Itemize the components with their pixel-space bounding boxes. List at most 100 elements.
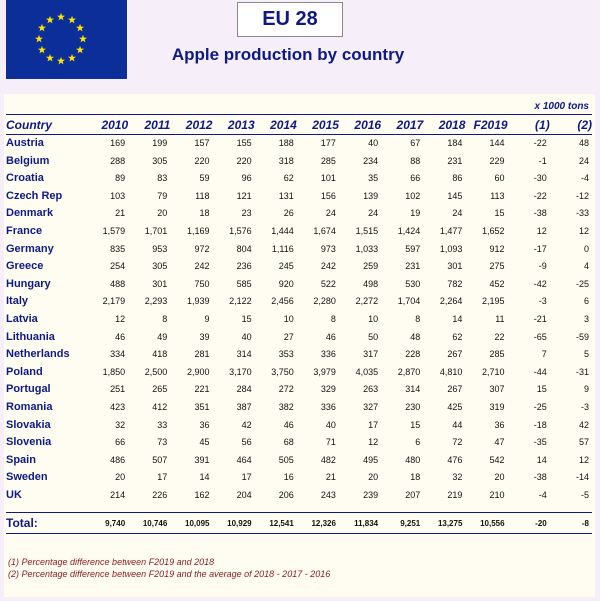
value-cell: 156 [320,190,336,201]
value-cell: -3 [580,401,589,412]
value-cell: 267 [447,384,463,395]
column-header: 2018 [423,114,466,135]
value-cell: 14 [452,313,463,324]
value-cell: 16 [283,472,294,483]
header-row: Country 2010 2011 2012 2013 2014 2015 2016 2017 2… [6,114,592,135]
value-cell: 412 [152,401,168,412]
flag-star-icon [57,56,65,65]
value-cell: 36 [494,419,505,430]
country-cell: France [6,224,43,237]
value-cell: 9 [204,313,210,324]
value-cell: 1,939 [186,296,210,307]
page-subtitle: Apple production by country [0,45,600,65]
value-cell: 1,093 [439,243,463,254]
value-cell: 17 [157,472,168,483]
country-cell: Belgium [6,154,50,167]
value-cell: 33 [157,419,168,430]
value-cell: 1,576 [229,225,252,236]
total-cell: -20 [507,512,550,535]
table-row: UK 214 226 162 204 206 243 239 207 219 210 -4 -5 [6,487,592,505]
value-cell: 317 [363,349,379,360]
value-cell: 9 [583,384,589,395]
value-cell: 284 [236,384,252,395]
value-cell: 476 [447,454,463,465]
country-cell: Latvia [6,312,38,325]
value-cell: 12 [115,313,126,324]
value-cell: 57 [578,437,589,448]
table-row: Spain 486 507 391 464 505 482 495 480 476 542 14 12 [6,452,592,470]
table-row: Austria 169 199 157 155 188 177 40 67 184 144 -22 48 [6,135,592,153]
table-row: France 1,579 1,701 1,169 1,576 1,444 1,674 1,51… [6,223,592,241]
total-cell: 10,556 [465,512,508,535]
value-cell: 351 [194,401,210,412]
eu-flag-icon [6,0,127,79]
column-header: (2) [549,114,592,135]
value-cell: 19 [410,208,421,219]
value-cell: 24 [325,208,336,219]
value-cell: 482 [320,454,336,465]
value-cell: 71 [325,437,336,448]
value-cell: 2,456 [271,296,294,307]
value-cell: 327 [363,401,379,412]
table-row: Sweden 20 17 14 17 16 21 20 18 32 20 -38 -14 [6,469,592,487]
value-cell: 66 [115,437,126,448]
value-cell: 452 [489,278,505,289]
value-cell: -38 [533,472,547,483]
value-cell: 498 [363,278,379,289]
table-row: Poland 1,850 2,500 2,900 3,170 3,750 3,979 4,03… [6,364,592,382]
value-cell: 214 [110,489,126,500]
flag-star-icon [79,34,87,43]
value-cell: 113 [490,190,505,201]
value-cell: 387 [236,401,252,412]
value-cell: 24 [578,155,589,166]
value-cell: 2,264 [439,296,463,307]
table-panel: x 1000 tons Country 2010 2011 2012 2013 2014 2… [4,94,595,597]
value-cell: 32 [115,419,126,430]
value-cell: 12 [536,225,547,236]
table-row: Romania 423 412 351 387 382 336 327 230 425 319 -25… [6,399,592,417]
table-row: Latvia 12 8 9 15 10 8 10 8 14 11 -21 3 [6,311,592,329]
value-cell: -35 [533,437,547,448]
value-cell: 3,170 [229,366,252,377]
value-cell: 15 [494,208,505,219]
value-cell: 40 [325,419,336,430]
value-cell: 15 [410,419,421,430]
value-cell: 11 [495,313,505,324]
value-cell: 73 [157,437,168,448]
value-cell: 301 [447,261,463,272]
value-cell: -5 [580,489,589,500]
value-cell: 275 [489,261,505,272]
value-cell: -31 [575,366,589,377]
value-cell: -44 [533,366,547,377]
value-cell: 542 [489,454,505,465]
country-cell: Hungary [6,277,51,290]
value-cell: 40 [368,138,379,148]
value-cell: 221 [194,384,210,395]
table-row: Denmark 21 20 18 23 26 24 24 19 24 15 -38 -33 [6,205,592,223]
value-cell: 314 [236,349,252,360]
table-row: Lithuania 46 49 39 40 27 46 50 48 62 22 -65 -59 [6,329,592,347]
value-cell: 288 [110,155,126,166]
value-cell: 0 [583,243,589,254]
column-header: 2013 [212,114,255,135]
footnotes: (1) Percentage difference between F2019 … [8,556,330,580]
value-cell: 251 [110,384,126,395]
page-title: EU 28 [237,2,343,37]
units-label: x 1000 tons [534,101,589,112]
value-cell: 32 [452,472,463,483]
total-cell: 10,929 [212,512,255,535]
value-cell: 835 [110,243,126,254]
subtitle-text: Apple production by country [171,45,405,64]
value-cell: 382 [278,401,294,412]
value-cell: 243 [320,489,336,500]
value-cell: -25 [575,278,589,289]
title-text: EU 28 [262,8,318,30]
value-cell: 912 [489,243,505,254]
value-cell: 188 [278,138,294,148]
value-cell: 79 [157,190,168,201]
value-cell: 495 [363,454,379,465]
value-cell: 259 [363,261,379,272]
total-cell: 12,541 [254,512,297,535]
value-cell: 281 [194,349,210,360]
value-cell: -30 [533,173,547,184]
